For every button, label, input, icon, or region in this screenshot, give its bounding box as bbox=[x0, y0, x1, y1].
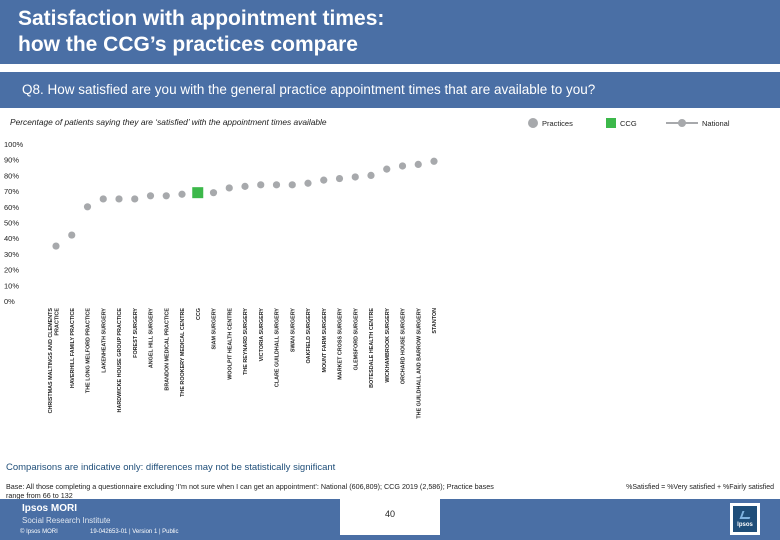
badge-arrow-icon bbox=[739, 511, 753, 519]
practice-point bbox=[398, 162, 407, 170]
x-category-label: SWAN SURGERY bbox=[290, 308, 296, 353]
x-category-label: CCG bbox=[196, 308, 202, 320]
practice-point bbox=[414, 160, 422, 169]
practice-point bbox=[209, 189, 218, 197]
chart-subtitle: Percentage of patients saying they are ‘… bbox=[10, 117, 327, 127]
y-tick-label: 50% bbox=[4, 219, 19, 228]
legend-practices: Practices bbox=[528, 117, 573, 129]
practice-point bbox=[367, 171, 375, 179]
x-category-label: CLARE GUILDHALL SURGERY bbox=[275, 308, 281, 387]
x-category-label: ANGEL HILL SURGERY bbox=[149, 308, 155, 369]
satisfied-definition: %Satisfied = %Very satisfied + %Fairly s… bbox=[626, 484, 774, 491]
x-category-label: MARKET CROSS SURGERY bbox=[338, 308, 344, 380]
practice-point bbox=[320, 176, 328, 184]
x-category-label: ORCHARD HOUSE SURGERY bbox=[401, 308, 407, 385]
practice-point bbox=[131, 195, 139, 203]
x-category-label: GLEMSFORD SURGERY bbox=[353, 308, 359, 371]
practice-point bbox=[68, 231, 76, 239]
legend-national-label: National bbox=[702, 118, 730, 128]
legend-national-marker bbox=[666, 119, 698, 127]
practice-point bbox=[383, 165, 391, 173]
x-category-label: THE REYNARD SURGERY bbox=[243, 308, 249, 375]
practice-point bbox=[304, 179, 312, 187]
ipsos-badge: Ipsos bbox=[730, 503, 760, 535]
ipsos-badge-logo: Ipsos bbox=[733, 506, 757, 532]
x-category-label-line: CHRISTMAS MALTINGS AND CLEMENTS bbox=[48, 308, 54, 414]
x-category-label: HARDWICKE HOUSE GROUP PRACTICE bbox=[117, 308, 123, 413]
x-category-label: WICKHAMBROOK SURGERY bbox=[385, 308, 391, 383]
y-tick-label: 80% bbox=[4, 171, 19, 180]
y-tick-label: 40% bbox=[4, 234, 19, 243]
y-tick-label: 100% bbox=[4, 140, 24, 149]
page-title: Satisfaction with appointment times: how… bbox=[18, 7, 385, 56]
header-bar: Satisfaction with appointment times: how… bbox=[0, 0, 780, 64]
practice-point bbox=[178, 190, 186, 198]
ipsos-mori-logo: Ipsos MORI bbox=[22, 503, 78, 514]
base-note: Base: All those completing a questionnai… bbox=[6, 482, 494, 500]
legend-practices-marker bbox=[528, 118, 538, 128]
practice-point bbox=[257, 181, 265, 189]
practice-point bbox=[83, 203, 92, 211]
legend-national: National bbox=[666, 117, 730, 129]
y-tick-label: 60% bbox=[4, 203, 19, 212]
x-category-label: WOOLPIT HEALTH CENTRE bbox=[227, 308, 233, 380]
legend-ccg-marker bbox=[606, 118, 616, 128]
practice-point bbox=[351, 173, 359, 181]
legend-practices-label: Practices bbox=[542, 118, 573, 128]
practice-point bbox=[430, 157, 438, 165]
x-category-label: OAKFIELD SURGERY bbox=[306, 308, 312, 364]
question-bar: Q8. How satisfied are you with the gener… bbox=[0, 72, 780, 108]
y-tick-label: 0% bbox=[4, 297, 15, 306]
page-number-box: 40 bbox=[340, 499, 440, 535]
practice-point bbox=[335, 174, 344, 183]
y-tick-label: 70% bbox=[4, 187, 19, 196]
footer-bar: Ipsos MORI Social Research Institute © I… bbox=[0, 499, 780, 540]
comparison-note: Comparisons are indicative only: differe… bbox=[6, 462, 336, 473]
x-category-label: MOUNT FARM SURGERY bbox=[322, 308, 328, 373]
x-category-label-line: PRACTICE bbox=[55, 308, 61, 336]
x-category-label: FOREST SURGERY bbox=[133, 308, 139, 358]
x-category-label: THE GUILDHALL AND BARROW SURGERY bbox=[416, 308, 422, 419]
legend-ccg-label: CCG bbox=[620, 118, 637, 128]
x-category-label: HAVERHILL FAMILY PRACTICE bbox=[70, 308, 76, 388]
practice-point bbox=[52, 242, 60, 250]
practice-point bbox=[272, 181, 281, 189]
logo-subtitle: Social Research Institute bbox=[22, 516, 111, 525]
badge-label: Ipsos bbox=[737, 522, 753, 528]
question-text: Q8. How satisfied are you with the gener… bbox=[22, 82, 596, 97]
practice-point bbox=[241, 182, 249, 190]
x-category-label: BRANDON MEDICAL PRACTICE bbox=[164, 308, 170, 391]
x-category-label: LAKENHEATH SURGERY bbox=[101, 308, 107, 373]
practice-point bbox=[225, 184, 233, 192]
x-category-label: THE LONG MELFORD PRACTICE bbox=[86, 308, 92, 393]
x-category-label: SIAM SURGERY bbox=[212, 308, 218, 350]
ccg-point bbox=[192, 187, 204, 199]
practice-point bbox=[115, 195, 123, 203]
copyright: © Ipsos MORI bbox=[20, 529, 58, 535]
practice-point bbox=[146, 192, 155, 200]
y-tick-label: 20% bbox=[4, 266, 19, 275]
reference-code: 19-042653-01 | Version 1 | Public bbox=[90, 529, 179, 535]
x-category-label: VICTORIA SURGERY bbox=[259, 308, 265, 362]
x-category-label: CHRISTMAS MALTINGS AND CLEMENTSPRACTICE bbox=[48, 308, 61, 414]
practice-point bbox=[288, 181, 296, 189]
y-tick-label: 10% bbox=[4, 281, 19, 290]
legend-ccg: CCG bbox=[606, 117, 637, 129]
x-category-label: STANTON bbox=[432, 308, 438, 334]
y-tick-label: 90% bbox=[4, 156, 19, 165]
page-number: 40 bbox=[384, 509, 395, 519]
y-tick-label: 30% bbox=[4, 250, 19, 259]
x-category-label: BOTESDALE HEALTH CENTRE bbox=[369, 308, 375, 388]
practice-point bbox=[99, 195, 107, 203]
practice-point bbox=[162, 192, 170, 200]
chart: 100% 90% 80% 70% 60% 50% 40% 30% 20% 10% 0% CHRISTM… bbox=[4, 140, 438, 419]
x-category-label: THE ROOKERY MEDICAL CENTRE bbox=[180, 308, 186, 397]
